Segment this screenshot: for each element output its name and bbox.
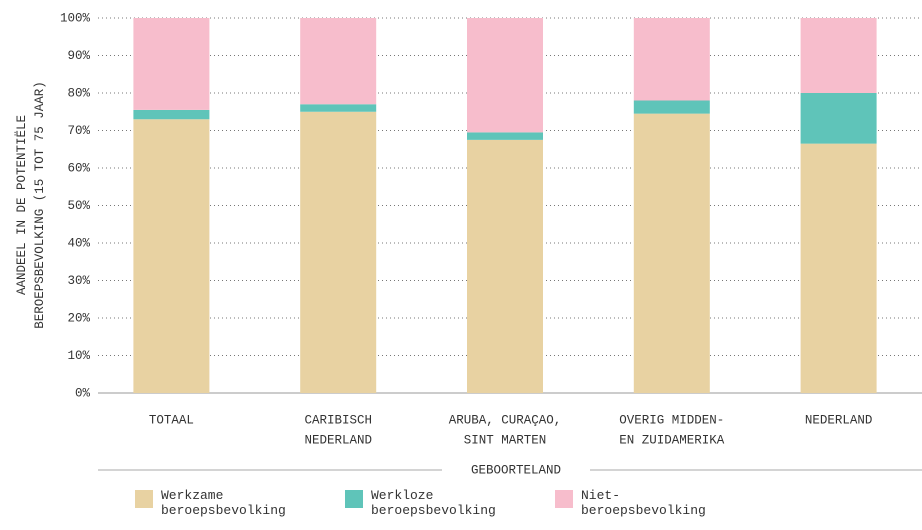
x-tick-label: NEDERLAND <box>805 413 873 427</box>
bar-segment <box>133 18 210 110</box>
bar-segment <box>467 132 543 140</box>
legend-item: Werkzame beroepsbevolking <box>135 488 296 518</box>
legend-item: Werkloze beroepsbevolking <box>345 488 506 518</box>
x-tick-label: CARIBISCH <box>304 413 372 427</box>
bar-segment <box>467 139 543 393</box>
legend-swatch <box>345 490 363 508</box>
y-tick-label: 70% <box>67 124 90 138</box>
legend-swatch <box>135 490 153 508</box>
y-tick-label: 0% <box>75 386 91 400</box>
legend-label: Niet-beroepsbevolking <box>581 488 706 518</box>
y-tick-label: 10% <box>67 349 90 363</box>
bar-segment <box>467 18 543 133</box>
y-axis-title-line: AANDEEL IN DE POTENTIËLE <box>15 115 29 295</box>
x-axis-title: GEBOORTELAND <box>471 463 561 477</box>
y-tick-label: 60% <box>67 161 90 175</box>
bar-segment <box>800 18 877 93</box>
y-tick-label: 80% <box>67 86 90 100</box>
y-tick-label: 90% <box>67 49 90 63</box>
x-tick-label: NEDERLAND <box>304 433 372 447</box>
bar-segment <box>300 111 377 393</box>
x-tick-label: SINT MARTEN <box>464 433 547 447</box>
y-tick-label: 40% <box>67 236 90 250</box>
legend-item: Niet-beroepsbevolking <box>555 488 716 518</box>
legend-swatch <box>555 490 573 508</box>
bar-segment <box>800 143 877 393</box>
x-tick-label: EN ZUIDAMERIKA <box>619 433 725 447</box>
x-tick-label: TOTAAL <box>149 413 194 427</box>
bar-segment <box>133 119 210 393</box>
x-tick-label: ARUBA, CURAÇAO, <box>449 413 562 427</box>
bar-segment <box>300 18 377 105</box>
bar-segment <box>133 109 210 120</box>
y-tick-label: 20% <box>67 311 90 325</box>
y-tick-label: 100% <box>60 11 91 25</box>
chart: 0% 10% 20% 30% 40% 50% 60% 70% 80% 90% 100% AANDEEL… <box>15 11 922 477</box>
legend-label: Werkloze beroepsbevolking <box>371 488 496 518</box>
legend-label: Werkzame beroepsbevolking <box>161 488 286 518</box>
y-tick-label: 50% <box>67 199 90 213</box>
bar-segment <box>633 113 710 393</box>
x-tick-label: OVERIG MIDDEN- <box>619 413 724 427</box>
bar-segment <box>633 18 710 101</box>
y-axis-title: AANDEEL IN DE POTENTIËLE BEROEPSBEVOLKING… <box>15 81 47 329</box>
bar-segment <box>300 104 377 112</box>
y-tick-label: 30% <box>67 274 90 288</box>
bar-segment <box>800 93 877 144</box>
y-axis-title-line: BEROEPSBEVOLKING (15 TOT 75 JAAR) <box>33 81 47 329</box>
bar-segment <box>633 100 710 114</box>
